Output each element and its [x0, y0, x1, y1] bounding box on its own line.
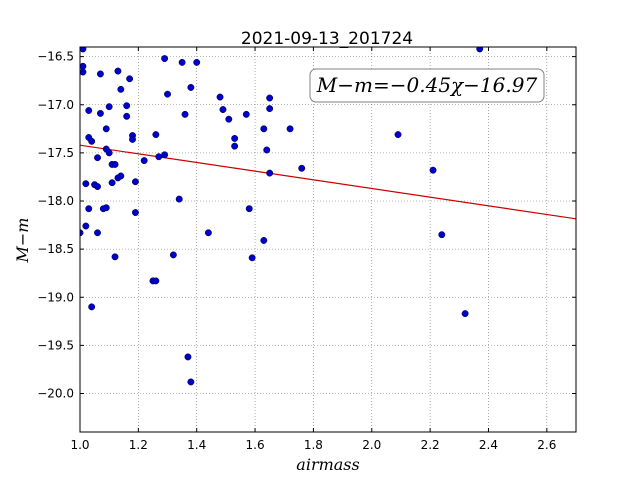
y-tick-label: −20.0 [37, 387, 74, 401]
data-point [231, 134, 239, 142]
data-point [117, 85, 125, 93]
y-tick-label: −18.5 [37, 242, 74, 256]
data-point [286, 125, 294, 133]
data-point [216, 93, 224, 101]
data-point [429, 166, 437, 174]
data-point [298, 164, 306, 172]
data-point [231, 142, 239, 150]
y-axis-label: M−m [13, 218, 32, 264]
data-point [242, 110, 250, 118]
y-tick-label: −17.5 [37, 146, 74, 160]
data-point [155, 153, 163, 161]
data-point [82, 222, 90, 230]
x-tick-label: 2.4 [479, 438, 498, 452]
axis-ticks: 1.0 1.2 1.4 1.6 1.8 2.0 2.2 2.4 2.6 −16.5 −17.0 −17… [37, 47, 576, 452]
data-point [123, 102, 131, 110]
data-point [126, 75, 134, 83]
data-point [102, 125, 110, 133]
data-point [94, 154, 101, 162]
data-point [111, 253, 119, 261]
y-tick-label: −18.0 [37, 194, 74, 208]
data-point [164, 90, 171, 98]
data-point [80, 47, 87, 53]
data-point [266, 94, 274, 102]
x-tick-label: 1.6 [246, 438, 265, 452]
data-point [187, 378, 195, 386]
fit-annotation: M−m=−0.45χ−16.97 [309, 68, 545, 103]
data-point [260, 237, 268, 244]
data-point [394, 131, 402, 139]
x-tick-label: 2.0 [362, 438, 381, 452]
y-tick-label: −16.5 [37, 50, 74, 64]
x-tick-label: 1.4 [187, 438, 206, 452]
y-tick-label: −19.5 [37, 338, 74, 352]
data-point [225, 115, 233, 123]
data-point [161, 55, 169, 62]
data-point [131, 178, 139, 186]
data-point [266, 169, 274, 177]
data-point [187, 83, 195, 91]
y-tick-label: −17.0 [37, 98, 74, 112]
data-point [96, 109, 104, 117]
data-point [82, 180, 90, 188]
data-point [184, 353, 192, 361]
data-point [219, 106, 227, 114]
data-point [266, 105, 274, 113]
data-point [438, 231, 446, 239]
data-point [80, 62, 87, 70]
data-point [85, 107, 93, 114]
data-point [263, 146, 271, 154]
annotation-box [309, 68, 545, 103]
data-point [461, 310, 469, 318]
x-tick-label: 2.6 [537, 438, 556, 452]
data-point [193, 58, 201, 66]
chart-title: 2021-09-13_201724 [241, 29, 413, 49]
data-point [129, 135, 136, 143]
data-point [108, 179, 116, 187]
data-point [85, 205, 93, 213]
data-point [94, 183, 101, 191]
data-point [111, 160, 119, 168]
data-point [123, 112, 131, 120]
data-point [178, 58, 186, 66]
data-point [476, 47, 484, 53]
data-point [204, 229, 212, 237]
x-tick-label: 1.2 [129, 438, 148, 452]
data-point [152, 131, 160, 139]
grid-lines [80, 47, 576, 432]
data-point [117, 172, 125, 180]
data-point [169, 251, 177, 259]
data-point [80, 68, 87, 76]
x-axis-label: airmass [296, 455, 359, 474]
data-point [88, 137, 96, 145]
x-tick-label: 2.2 [421, 438, 440, 452]
data-point [245, 205, 253, 213]
data-point [105, 149, 113, 157]
data-point [131, 209, 139, 217]
data-point [88, 303, 96, 311]
data-point [94, 229, 101, 237]
y-tick-label: −19.0 [37, 290, 74, 304]
data-point [114, 67, 122, 75]
data-point [181, 110, 189, 118]
x-tick-label: 1.0 [70, 438, 89, 452]
data-point [140, 157, 148, 165]
plot-marks [80, 47, 576, 386]
data-point [248, 254, 256, 262]
data-point [175, 195, 183, 203]
data-point [96, 70, 104, 78]
fit-equation-label: M−m=−0.45χ−16.97 [316, 73, 538, 97]
data-point [102, 204, 110, 212]
data-point [260, 125, 268, 133]
x-tick-label: 1.8 [304, 438, 323, 452]
data-point [105, 103, 113, 111]
data-point [152, 277, 160, 285]
plot-frame [79, 46, 577, 433]
data-point [161, 151, 169, 159]
